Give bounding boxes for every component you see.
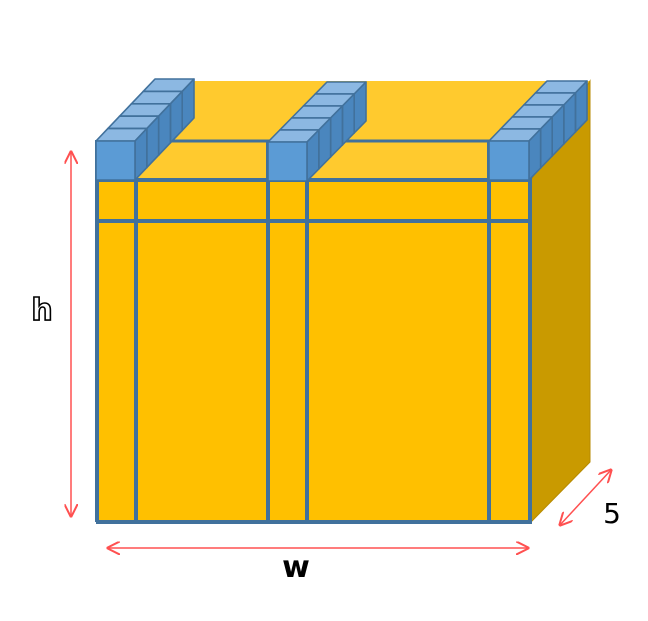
depth-dimension-arrow bbox=[560, 470, 611, 525]
box-side-face bbox=[531, 81, 590, 522]
beam-cube-front bbox=[95, 140, 136, 181]
width-label: w bbox=[282, 550, 310, 585]
beam-grid bbox=[95, 140, 532, 524]
beam-cube-front bbox=[267, 141, 308, 182]
height-label: h bbox=[31, 293, 52, 328]
depth-label: 5 bbox=[603, 497, 621, 530]
beam-stacks bbox=[95, 78, 588, 182]
box-body bbox=[96, 79, 591, 524]
box-front-face bbox=[96, 180, 531, 522]
beam-cube-front bbox=[488, 140, 530, 181]
